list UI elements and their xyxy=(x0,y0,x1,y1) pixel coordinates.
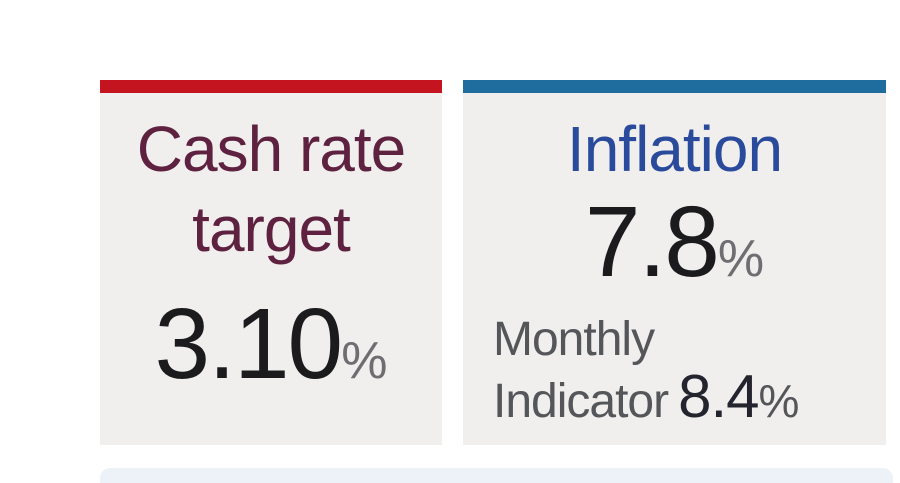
monthly-indicator-value: 8.4 xyxy=(678,362,759,430)
next-section-panel xyxy=(100,468,893,483)
monthly-indicator-unit: % xyxy=(758,374,800,427)
inflation-value-row: 7.8% xyxy=(463,192,886,292)
monthly-indicator-label-line2: Indicator xyxy=(493,374,669,428)
inflation-title: Inflation xyxy=(566,113,783,185)
inflation-card[interactable]: Inflation 7.8% Monthly Indicator 8.4% xyxy=(463,80,886,445)
cash-rate-value-row: 3.10% xyxy=(100,294,442,394)
inflation-accent-bar xyxy=(463,80,886,93)
cash-rate-card-body: Cash rate target 3.10% xyxy=(100,93,442,445)
inflation-card-body: Inflation 7.8% Monthly Indicator 8.4% xyxy=(463,93,886,445)
cash-rate-accent-bar xyxy=(100,80,442,93)
cash-rate-card[interactable]: Cash rate target 3.10% xyxy=(100,80,442,445)
monthly-indicator-label-line1: Monthly xyxy=(493,313,655,366)
cash-rate-value: 3.10 xyxy=(154,288,344,400)
inflation-unit: % xyxy=(717,230,765,288)
cash-rate-title: Cash rate target xyxy=(136,113,406,265)
monthly-indicator-line2: Indicator 8.4% xyxy=(493,366,886,429)
monthly-indicator-block: Monthly Indicator 8.4% xyxy=(463,313,886,429)
cash-rate-unit: % xyxy=(341,332,388,390)
inflation-value: 7.8 xyxy=(584,186,720,298)
